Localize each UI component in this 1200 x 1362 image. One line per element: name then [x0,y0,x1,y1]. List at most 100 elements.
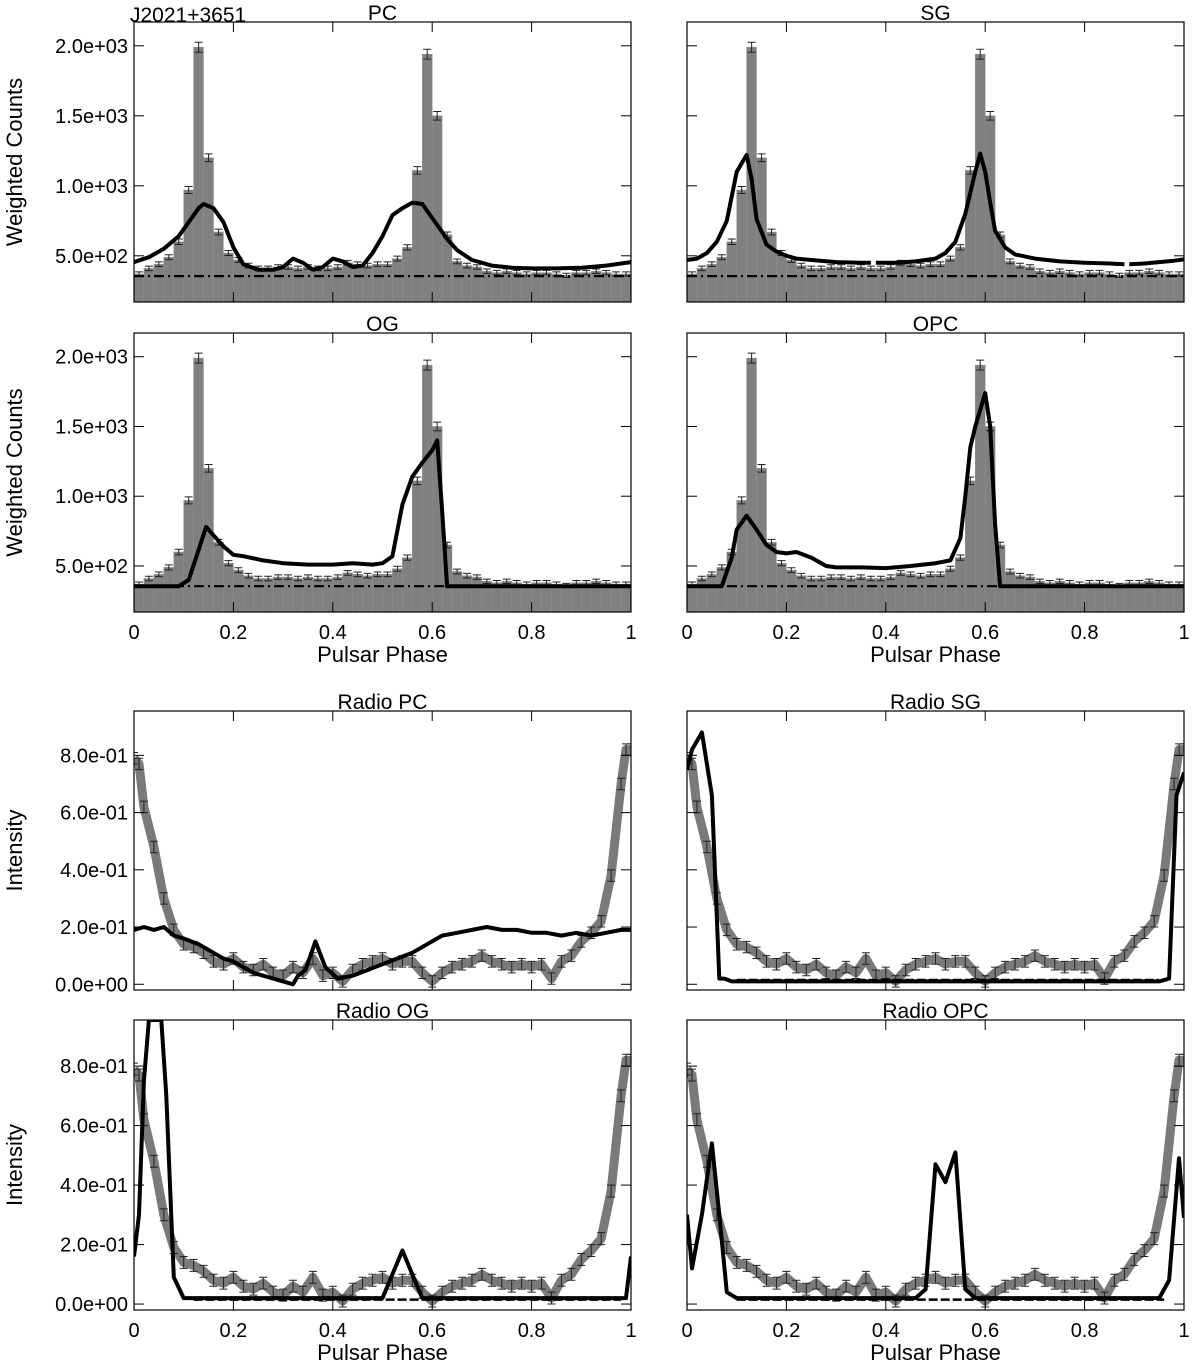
error-bar [144,265,153,272]
histogram-bar [815,578,827,612]
error-bar [164,564,173,571]
error-bar [224,560,233,567]
radio-error-bar [742,1258,751,1272]
radio-error-bar [881,966,890,980]
radio-error-bar [507,960,516,974]
error-bar [1045,269,1054,276]
histogram-bar [213,231,224,302]
error-bar [393,255,402,262]
error-bar [532,269,541,276]
radio-error-bar [901,1282,910,1296]
error-bar [767,228,776,236]
error-bar [1006,568,1015,575]
radio-error-bar [149,1154,158,1168]
radio-error-bar [567,1267,576,1281]
radio-error-bar [477,949,486,962]
histogram-bar [262,578,274,612]
model-curve [687,153,871,265]
radio-error-bar [487,1273,496,1287]
error-bar [1015,262,1024,269]
error-bar [333,264,342,270]
radio-error-bar [1090,958,1099,971]
error-bar [946,255,955,262]
radio-error-bar [1130,1252,1139,1266]
panel-title: OG [366,313,399,336]
panel-frame [686,21,1185,303]
histogram-bar [776,562,787,612]
panel-sg: SG [686,2,1185,303]
radio-error-bar [1040,1273,1049,1287]
histogram-bar [163,256,174,302]
histogram-bar [945,568,956,612]
error-bar [976,359,985,371]
model-curve [875,151,1125,267]
error-bar [472,264,481,270]
radio-error-bar [1001,1279,1010,1293]
x-axis-label: Pulsar Phase [317,642,448,667]
plot-area-sg [687,41,1184,302]
radio-error-bar [517,958,526,971]
panel-title: SG [920,2,950,25]
histogram-bar [1114,585,1125,612]
radio-error-bar [567,949,576,962]
error-bar [453,258,462,265]
histogram-bar [855,576,867,612]
radio-error-bar [911,958,920,971]
radio-error-bar [209,1273,218,1287]
error-bar [244,572,253,579]
radio-error-bar [607,1184,616,1198]
histogram-bar [402,247,413,302]
error-bar [403,554,412,561]
radio-error-bar [1030,949,1039,962]
panel-title: Radio OPC [882,1000,988,1023]
histogram-bar [521,583,532,612]
panel-title: Radio PC [338,691,428,714]
panel-title: Radio OG [336,1000,429,1023]
radio-error-bar [802,1282,811,1296]
plot-area-radio_opc [687,1053,1184,1308]
model-curve [1129,257,1184,267]
error-bar [164,254,173,261]
radio-error-bar [189,1258,198,1272]
error-bar [1095,269,1104,276]
histogram-bar [746,357,757,612]
error-bar [294,265,303,272]
radio-error-bar [134,1062,138,1076]
radio-error-bar [1060,960,1069,974]
radio-error-bar [991,966,1000,980]
error-bar [747,41,756,53]
x-tick-label: 0.8 [1071,1320,1099,1342]
radio-error-bar [722,923,731,937]
radio-error-bar [1070,958,1079,971]
error-bar [876,575,885,582]
radio-error-bar [1140,926,1149,939]
x-tick-label: 1 [625,622,636,644]
histogram-bar [1104,583,1115,612]
x-tick-label: 0.8 [518,622,546,644]
y-tick-label: 2.0e+03 [55,36,128,58]
radio-error-bar [517,1276,526,1290]
error-bar [1055,578,1064,585]
error-bar [837,264,846,270]
histogram-bar [282,266,294,302]
radio-error-bar [557,1273,566,1287]
histogram-bar [1024,266,1036,302]
radio-error-bar [732,1255,741,1269]
error-bar [433,110,442,121]
error-bar [817,265,826,272]
radio-error-bar [812,958,821,971]
radio-error-bar [577,1252,586,1266]
radio-error-bar [597,1232,606,1246]
error-bar [946,565,955,572]
error-bar [234,567,243,574]
y-axis-label: Intensity [2,810,27,892]
histogram-bar [163,567,174,612]
radio-error-bar [822,966,831,980]
histogram-bar [1014,575,1026,612]
y-tick-label: 1.5e+03 [55,106,128,128]
error-bar [936,571,945,578]
radio-error-bar [438,966,447,980]
error-bar [512,269,521,276]
error-bar [1155,269,1164,276]
model-curve [134,438,631,589]
